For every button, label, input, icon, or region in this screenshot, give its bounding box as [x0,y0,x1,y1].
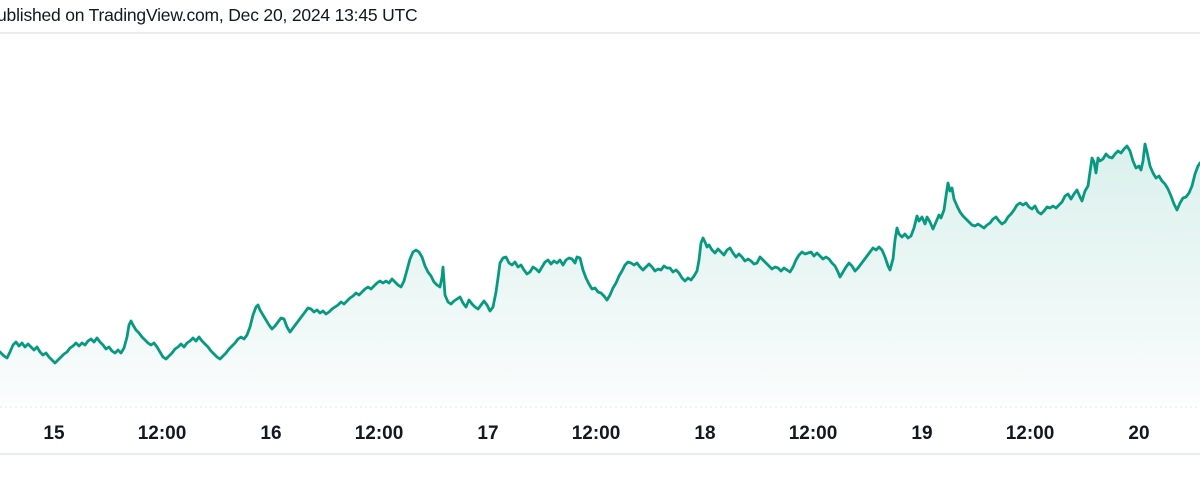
x-axis-label: 20 [1128,423,1150,444]
attribution-text: ublished on TradingView.com, Dec 20, 202… [0,5,418,25]
x-axis-label: 19 [911,423,933,444]
x-axis-label: 12:00 [788,423,838,444]
x-axis-label: 12:00 [354,423,404,444]
x-axis-label: 16 [260,423,282,444]
header-divider [0,32,1200,34]
x-axis-label: 15 [43,423,65,444]
x-axis-label: 12:00 [137,423,187,444]
x-axis-label: 17 [477,423,499,444]
axis-divider [0,453,1200,455]
x-axis-label: 12:00 [1005,423,1055,444]
x-axis-label: 18 [694,423,716,444]
area-fill [0,144,1200,403]
x-axis-label: 12:00 [571,423,621,444]
price-line [0,142,1200,365]
